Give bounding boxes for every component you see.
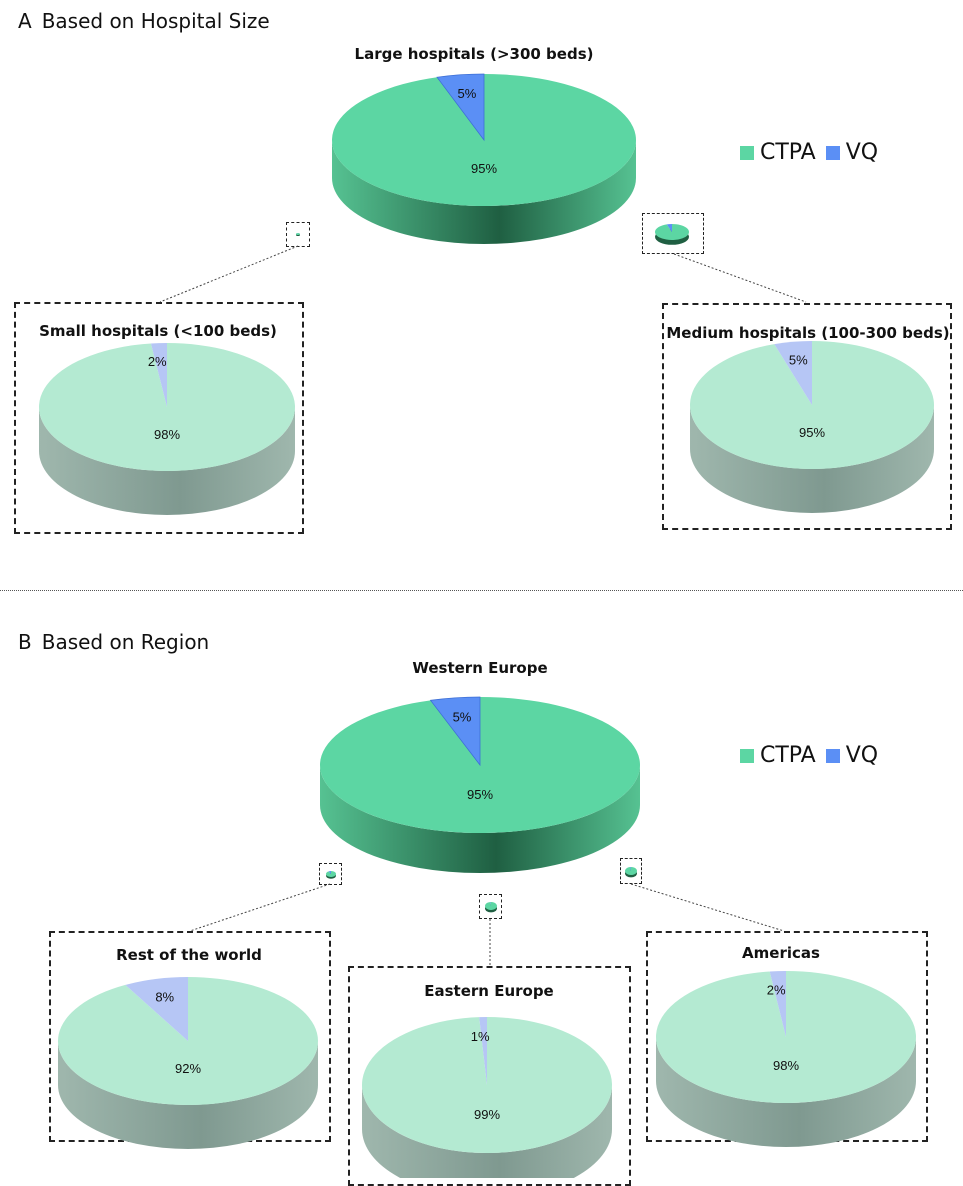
pie-americas-label-vq: 2%	[767, 983, 786, 998]
connector-rest-of-world	[190, 884, 330, 931]
pie-western-europe: 5% 95%	[320, 697, 640, 873]
pie-medium-hospitals-label-vq: 5%	[789, 352, 808, 367]
pie-rest-of-world-label-vq: 8%	[155, 989, 174, 1004]
pie-americas-label-ctpa: 98%	[773, 1058, 799, 1073]
pie-medium-hospitals-label-ctpa: 95%	[799, 425, 825, 440]
pie-small-hospitals-label-vq: 2%	[148, 354, 167, 369]
connector-americas	[631, 884, 784, 931]
pie-large-hospitals-label-ctpa: 95%	[471, 161, 497, 176]
pie-large-hospitals-label-vq: 5%	[457, 86, 476, 101]
thumbnail-pie-medium-hospitals	[655, 224, 689, 245]
pie-rest-of-world-label-ctpa: 92%	[175, 1061, 201, 1076]
pie-small-hospitals-slice-ctpa	[39, 343, 295, 471]
pie-small-hospitals-label-ctpa: 98%	[154, 427, 180, 442]
pie-americas: 2% 98%	[656, 971, 916, 1147]
pie-small-hospitals: 2% 98%	[39, 343, 295, 515]
pie-eastern-europe: 1% 99%	[362, 1017, 612, 1178]
pie-eastern-europe-label-ctpa: 99%	[474, 1107, 500, 1122]
pie-western-europe-label-vq: 5%	[453, 710, 472, 725]
pie-medium-hospitals: 5% 95%	[690, 341, 934, 513]
pie-rest-of-world: 8% 92%	[58, 977, 318, 1149]
thumbnail-pie-eastern-europe	[485, 902, 497, 912]
thumbnail-pie-small-hospitals	[296, 233, 300, 236]
connector-small-hospitals	[160, 246, 298, 302]
pie-large-hospitals: 5% 95%	[332, 74, 636, 244]
thumbnail-pie-americas	[625, 867, 637, 877]
connector-medium-hospitals	[674, 254, 806, 302]
pie-western-europe-label-ctpa: 95%	[467, 787, 493, 802]
pie-rest-of-world-slice-ctpa	[58, 977, 318, 1105]
thumbnail-pie-rest-of-world	[326, 871, 336, 879]
thumbnail-pie-small-hospitals-slice-ctpa	[296, 233, 300, 235]
thumbnail-pie-americas-slice-ctpa	[625, 867, 637, 875]
pie-eastern-europe-label-vq: 1%	[471, 1029, 490, 1044]
